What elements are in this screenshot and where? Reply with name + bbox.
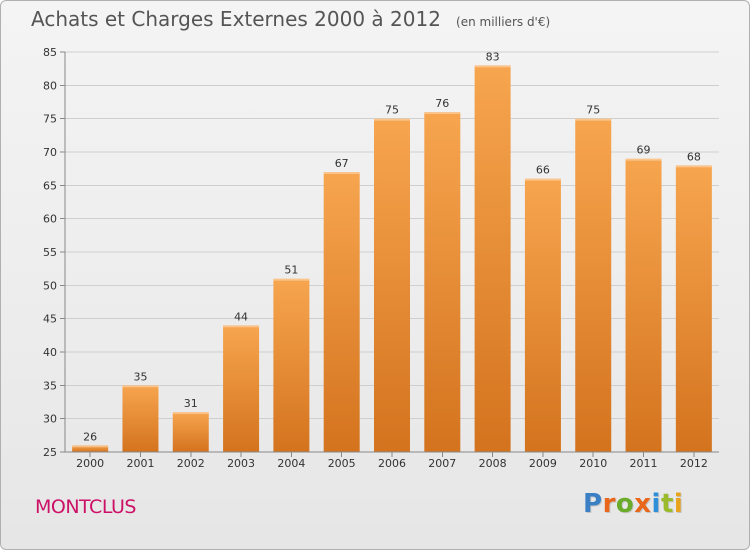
bar-highlight [172,412,209,414]
y-tick-label: 80 [43,79,57,92]
x-tick-label-2007: 2007 [428,457,456,470]
x-tick-label-2006: 2006 [378,457,406,470]
bar-highlight [424,112,461,114]
x-tick-label-2002: 2002 [177,457,205,470]
chart-header: Achats et Charges Externes 2000 à 2012 (… [31,7,550,31]
bar-2006 [374,118,410,453]
y-tick-label: 30 [43,413,57,426]
bar-highlight [675,165,712,168]
bar-highlight [474,65,511,68]
bar-2012 [675,165,712,453]
bar-highlight [72,445,109,448]
data-label-2010: 75 [586,104,600,117]
y-tick-label: 45 [43,313,57,326]
bar-highlight [122,385,159,388]
logo-letter: i [673,489,684,519]
data-label-2009: 66 [536,164,550,177]
data-label-2011: 69 [637,144,651,157]
logo-letter: t [660,489,674,519]
bar-2004 [273,278,310,452]
y-tick-label: 25 [43,446,57,459]
logo-letter: i [651,489,661,519]
y-tick-label: 65 [43,179,57,192]
bar-highlight [323,172,360,174]
y-tick-label: 60 [43,213,57,226]
x-tick-label-2004: 2004 [277,457,305,470]
logo-letter: x [634,489,652,519]
logo-letter: o [615,489,635,519]
data-label-2007: 76 [435,97,449,110]
bar-2000 [72,445,109,452]
data-label-2003: 44 [234,310,248,323]
bar-highlight [273,278,310,281]
data-label-2006: 75 [385,104,399,117]
chart-subtitle: (en milliers d'€) [456,15,551,29]
x-tick-label-2000: 2000 [76,457,104,470]
y-tick-label: 55 [43,246,57,259]
logo-letter: P [583,489,603,519]
data-label-2004: 51 [284,264,298,277]
data-label-2012: 68 [687,150,701,163]
logo-letter: r [602,489,616,519]
x-tick-label-2012: 2012 [680,457,708,470]
data-label-2001: 35 [133,370,147,383]
data-label-2008: 83 [486,50,500,63]
y-tick-label: 85 [43,46,57,59]
data-label-2002: 31 [184,397,198,410]
bar-2011 [625,158,662,452]
x-tick-label-2011: 2011 [630,457,658,470]
y-tick-label: 75 [43,113,57,126]
bar-highlight [625,158,662,161]
data-label-2005: 67 [335,157,349,170]
bar-highlight [223,325,260,328]
x-tick-label-2009: 2009 [529,457,557,470]
data-label-2000: 26 [83,430,97,443]
bar-2009 [524,178,561,452]
y-tick-label: 35 [43,379,57,392]
y-tick-label: 70 [43,146,57,159]
bar-2003 [223,325,260,452]
x-tick-label-2003: 2003 [227,457,255,470]
bar-highlight [524,178,561,181]
bar-2002 [172,412,209,452]
y-tick-label: 50 [43,279,57,292]
bar-highlight [575,118,612,121]
bar-2007 [424,112,461,452]
bar-highlight [374,118,410,121]
x-tick-label-2008: 2008 [479,457,507,470]
commune-name: MONTCLUS [35,496,136,518]
x-tick-label-2010: 2010 [579,457,607,470]
y-tick-label: 40 [43,346,57,359]
chart-title: Achats et Charges Externes 2000 à 2012 [31,7,441,31]
x-tick-label-2005: 2005 [328,457,356,470]
bar-2010 [575,118,612,453]
x-tick-label-2001: 2001 [126,457,154,470]
bar-2008 [474,65,511,452]
bar-2001 [122,385,159,452]
proxiti-logo[interactable]: Proxiti [583,489,683,519]
bar-2005 [323,172,360,452]
